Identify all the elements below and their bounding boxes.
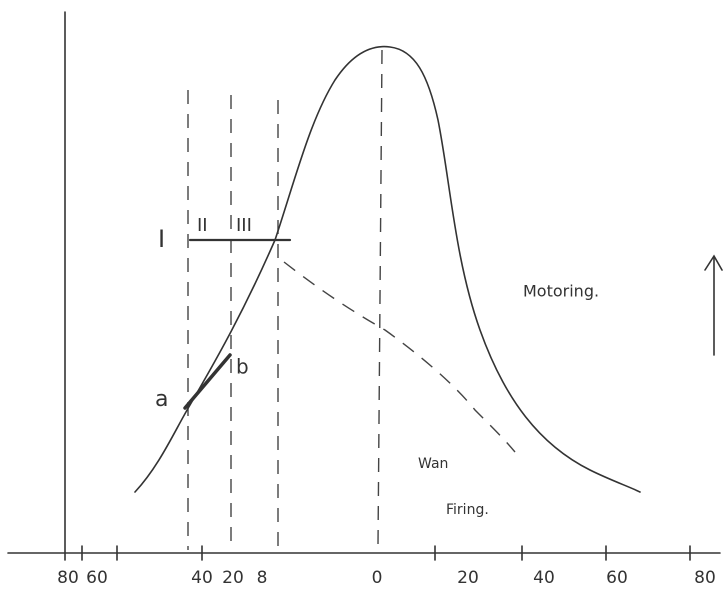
firing-curve (283, 261, 516, 453)
x-tick-label: 40 (191, 568, 213, 588)
zone-label: II (197, 215, 208, 236)
note-label: Wan (418, 456, 448, 472)
x-tick-label: 8 (257, 568, 268, 588)
x-tick-label: 0 (372, 568, 383, 588)
motoring-curve (134, 45, 641, 493)
x-tick-label: 40 (533, 568, 555, 588)
zone-label: III (236, 215, 252, 236)
x-tick-label: 80 (57, 568, 79, 588)
x-tick-marks (81, 545, 691, 561)
zone-label: I (158, 225, 165, 253)
segment-ab (183, 353, 232, 410)
motoring-label: Motoring. (523, 282, 599, 301)
x-tick-label: 60 (86, 568, 108, 588)
point-label: a (155, 387, 168, 412)
firing-label: Firing. (446, 502, 489, 518)
x-tick-label: 20 (457, 568, 479, 588)
tdc-guides (187, 49, 383, 550)
arrow (704, 254, 723, 356)
x-tick-labels: 80 60 40 20 8 0 20 40 60 80 (57, 568, 716, 588)
x-tick-label: 80 (694, 568, 716, 588)
x-tick-label: 20 (222, 568, 244, 588)
point-label: b (236, 355, 249, 379)
x-tick-label: 60 (606, 568, 628, 588)
